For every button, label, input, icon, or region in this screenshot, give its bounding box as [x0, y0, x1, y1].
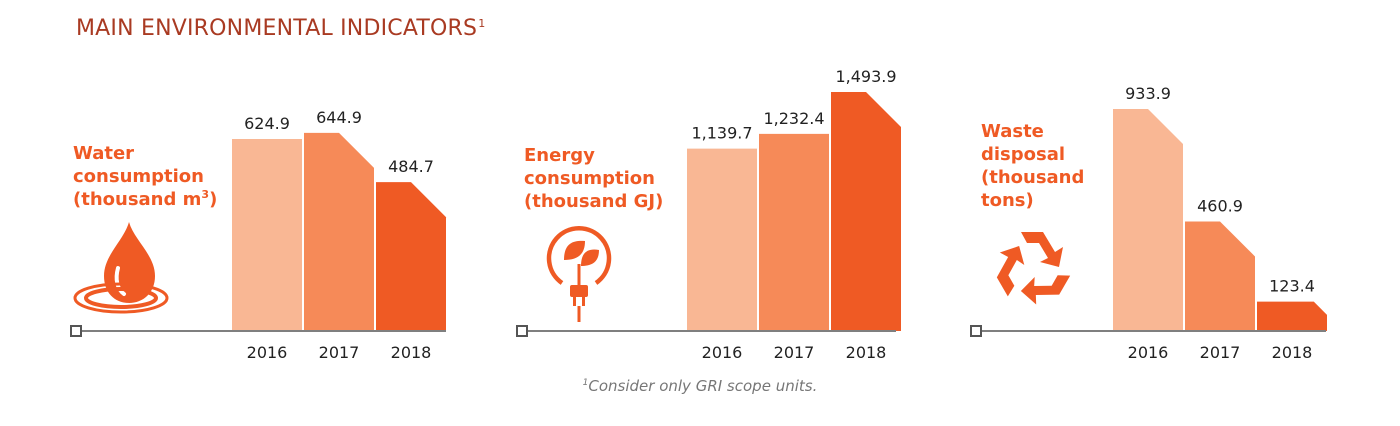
- water-value-label-2016: 624.9: [244, 114, 290, 133]
- waste-value-label-2017: 460.9: [1197, 196, 1243, 215]
- energy-year-label-2016: 2016: [702, 343, 743, 362]
- water-value-label-2017: 644.9: [316, 108, 362, 127]
- waste-axis-start-marker: [970, 325, 982, 337]
- waste-label-line-1: Waste: [981, 121, 1044, 142]
- energy-label-line-3: (thousand GJ): [524, 191, 664, 212]
- energy-value-label-2016: 1,139.7: [691, 124, 752, 143]
- eco-energy-plug-icon: [546, 226, 612, 322]
- waste-bar-2016: [1113, 109, 1183, 332]
- waste-bar-2017: [1185, 221, 1255, 331]
- water-label-unit: (thousand m: [73, 189, 202, 210]
- water-drop-icon: [73, 222, 169, 314]
- title-footnote-marker: 1: [478, 16, 486, 30]
- water-label-line-2: consumption: [73, 166, 204, 187]
- water-label-line-1: Water: [73, 143, 135, 164]
- waste-bar-2018: [1257, 301, 1327, 331]
- water-bar-2016: [232, 139, 302, 331]
- water-label-line-3: (thousand m3): [73, 188, 217, 211]
- energy-label-line-2: consumption: [524, 168, 655, 189]
- waste-year-label-2017: 2017: [1200, 343, 1241, 362]
- waste-label-line-2: disposal: [981, 144, 1066, 165]
- water-year-label-2018: 2018: [391, 343, 432, 362]
- energy-chart-marks: 1,139.7 2016 1,232.4 2017 1,493.9 2018: [516, 67, 901, 362]
- water-year-label-2016: 2016: [247, 343, 288, 362]
- water-bar-2017: [304, 132, 374, 331]
- waste-label-line-3: (thousand: [981, 167, 1085, 188]
- recycle-icon: [996, 232, 1071, 305]
- water-bar-2018: [376, 182, 446, 331]
- energy-axis-start-marker: [516, 325, 528, 337]
- water-year-label-2017: 2017: [319, 343, 360, 362]
- page-title: MAIN ENVIRONMENTAL INDICATORS1: [76, 16, 486, 41]
- footnote-text: Consider only GRI scope units.: [588, 377, 818, 395]
- waste-indicator-label: Waste disposal (thousand tons): [981, 120, 1084, 212]
- energy-year-label-2017: 2017: [774, 343, 815, 362]
- water-indicator-label: Water consumption (thousand m3): [73, 142, 217, 211]
- energy-year-label-2018: 2018: [846, 343, 887, 362]
- energy-label-line-1: Energy: [524, 145, 595, 166]
- energy-bar-2018: [831, 91, 901, 331]
- energy-value-label-2018: 1,493.9: [835, 67, 896, 86]
- waste-year-label-2018: 2018: [1272, 343, 1313, 362]
- waste-value-label-2016: 933.9: [1125, 84, 1171, 103]
- energy-bar-2017: [759, 133, 829, 331]
- footnote: 1Consider only GRI scope units.: [0, 377, 1400, 395]
- waste-chart-marks: 933.9 2016 460.9 2017 123.4 2018: [970, 84, 1327, 362]
- water-label-tail: ): [209, 189, 218, 210]
- water-axis-start-marker: [70, 325, 82, 337]
- waste-year-label-2016: 2016: [1128, 343, 1169, 362]
- energy-bar-2016: [687, 148, 757, 331]
- energy-indicator-label: Energy consumption (thousand GJ): [524, 144, 663, 213]
- waste-label-line-4: tons): [981, 190, 1034, 211]
- footnote-marker: 1: [582, 378, 589, 388]
- energy-value-label-2017: 1,232.4: [763, 109, 824, 128]
- water-chart-marks: 624.9 2016 644.9 2017 484.7 2018: [70, 108, 446, 362]
- water-value-label-2018: 484.7: [388, 157, 434, 176]
- water-label-sup: 3: [201, 188, 210, 201]
- waste-value-label-2018: 123.4: [1269, 277, 1315, 296]
